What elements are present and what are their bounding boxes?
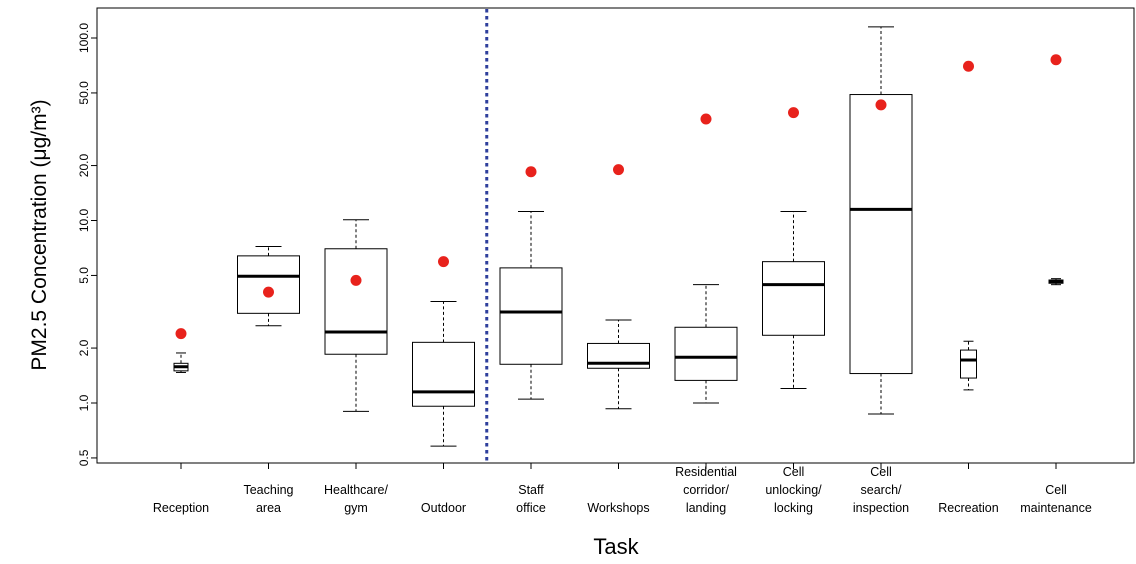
y-tick-label: 10.0 (77, 208, 91, 232)
point-5 (613, 164, 624, 176)
box-9 (960, 340, 977, 391)
y-tick-label: 100.0 (77, 23, 91, 53)
point-3 (438, 256, 449, 268)
box-2 (324, 219, 388, 412)
box-iqr (499, 267, 563, 365)
box-8 (849, 26, 913, 415)
y-ticks: 0.5 1.0 2.0 5.0 10.0 20.0 50.0 100.0 (77, 23, 97, 466)
point-6 (700, 113, 712, 125)
category-label: Reception (153, 501, 209, 515)
category-label: maintenance (1020, 501, 1092, 515)
y-tick-label: 50.0 (77, 81, 91, 105)
point-0 (175, 328, 187, 340)
box-7 (762, 211, 825, 390)
category-label: unlocking/ (765, 483, 822, 497)
category-label: Residential (675, 465, 737, 479)
box-1 (237, 246, 300, 327)
box-iqr (849, 94, 913, 375)
category-label: Cell (1045, 483, 1067, 497)
point-8 (875, 99, 887, 111)
point-7 (788, 107, 799, 119)
category-label: Workshops (587, 501, 649, 515)
y-tick-label: 5.0 (77, 267, 91, 284)
point-9 (963, 60, 974, 72)
box-0 (173, 352, 189, 373)
category-label: corridor/ (683, 483, 729, 497)
box-iqr (960, 349, 977, 379)
box-iqr (237, 255, 300, 314)
box-4 (499, 211, 563, 400)
category-label: inspection (853, 501, 909, 515)
y-tick-label: 0.5 (77, 449, 91, 466)
category-label: landing (686, 501, 726, 515)
y-tick-label: 20.0 (77, 154, 91, 178)
box-3 (412, 300, 475, 447)
category-label: Staff (518, 483, 544, 497)
box-10 (1048, 278, 1064, 286)
plot-frame (96, 7, 1135, 464)
category-label: Recreation (938, 501, 998, 515)
category-label: search/ (861, 483, 903, 497)
y-tick-label: 1.0 (77, 394, 91, 411)
category-label: Cell (870, 465, 892, 479)
x-axis-title: Task (593, 534, 639, 559)
box-iqr (324, 248, 388, 355)
category-label: Cell (783, 465, 805, 479)
category-label: Outdoor (421, 501, 466, 515)
box-iqr (762, 261, 825, 336)
box-5 (587, 319, 650, 410)
category-labels: Reception Teaching area Healthcare/gym Outdo… (153, 465, 1092, 515)
category-label: office (516, 501, 546, 515)
category-label: area (256, 501, 281, 515)
points (175, 54, 1062, 340)
point-4 (525, 166, 537, 178)
category-label: Teaching (243, 483, 293, 497)
point-10 (1050, 54, 1062, 66)
category-label: Healthcare/ (324, 483, 388, 497)
box-iqr (674, 326, 738, 381)
y-tick-label: 2.0 (77, 339, 91, 356)
box-iqr (412, 341, 475, 407)
y-axis-title: PM2.5 Concentration (μg/m³) (28, 99, 51, 370)
x-ticks (180, 463, 1057, 469)
boxes (173, 26, 1064, 447)
box-6 (674, 284, 738, 404)
category-label: gym (344, 501, 368, 515)
point-1 (263, 286, 274, 298)
point-2 (350, 274, 362, 286)
category-label: locking (774, 501, 813, 515)
